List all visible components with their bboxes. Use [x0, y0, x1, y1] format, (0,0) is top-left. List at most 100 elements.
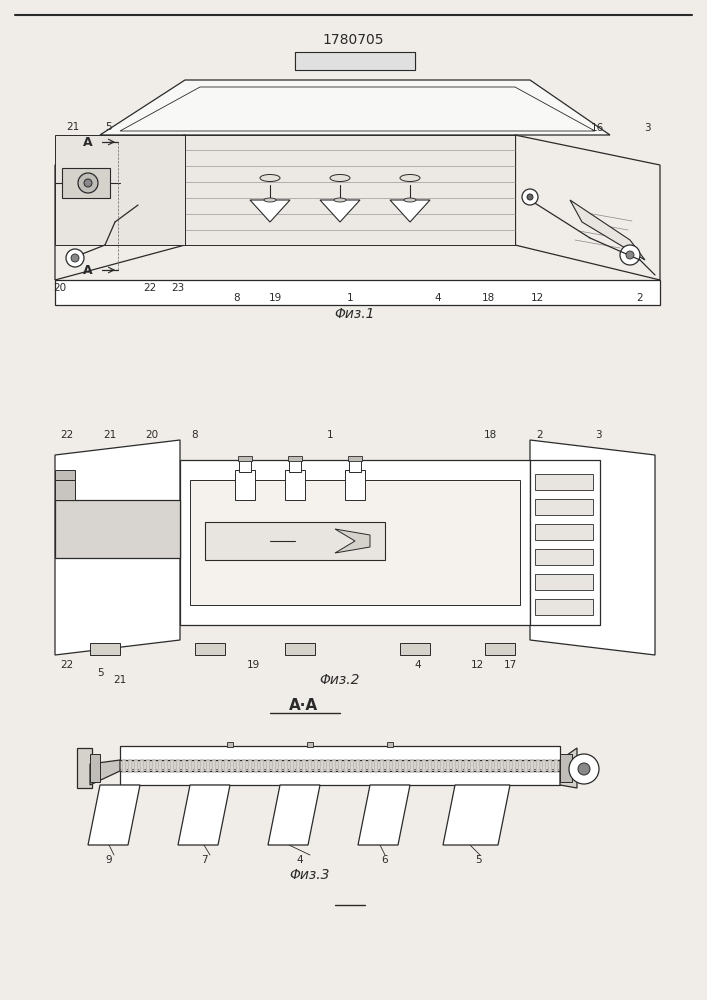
Bar [356, 760, 360, 772]
Text: 1780705: 1780705 [322, 33, 384, 47]
Text: 7: 7 [201, 855, 207, 865]
Bar [242, 760, 246, 772]
Bar [386, 760, 390, 772]
Text: 12: 12 [530, 293, 544, 303]
Text: 18: 18 [481, 293, 495, 303]
Text: 21: 21 [66, 122, 80, 132]
Bar [345, 470, 365, 500]
Bar [410, 760, 414, 772]
Text: 6: 6 [382, 855, 388, 865]
Bar [55, 500, 180, 558]
Text: 2: 2 [537, 430, 543, 440]
Ellipse shape [334, 198, 346, 202]
Bar [188, 760, 192, 772]
Bar [266, 760, 270, 772]
Bar [518, 760, 522, 772]
Bar [289, 460, 301, 472]
Polygon shape [55, 440, 180, 655]
Bar [535, 499, 593, 515]
Bar [218, 760, 222, 772]
Text: 20: 20 [54, 283, 66, 293]
Bar [164, 760, 168, 772]
Bar [122, 760, 126, 772]
Text: 5: 5 [97, 668, 103, 678]
Text: 21: 21 [103, 430, 117, 440]
Polygon shape [55, 280, 660, 305]
Bar [248, 760, 252, 772]
Text: 23: 23 [171, 283, 185, 293]
Bar [535, 574, 593, 590]
Bar [380, 760, 384, 772]
Bar [428, 760, 432, 772]
Bar [362, 760, 366, 772]
Bar [140, 760, 144, 772]
Bar [535, 549, 593, 565]
Text: 18: 18 [484, 430, 496, 440]
Bar [485, 643, 515, 655]
Text: 2: 2 [637, 293, 643, 303]
Bar [470, 760, 474, 772]
Circle shape [626, 251, 634, 259]
Bar [464, 760, 468, 772]
Bar [535, 599, 593, 615]
Bar [488, 760, 492, 772]
Circle shape [66, 249, 84, 267]
Bar [307, 742, 313, 747]
Polygon shape [530, 460, 600, 625]
Text: 5: 5 [474, 855, 481, 865]
Bar [180, 460, 530, 625]
Bar [524, 760, 528, 772]
Circle shape [527, 194, 533, 200]
Bar [434, 760, 438, 772]
Polygon shape [88, 785, 140, 845]
Bar [500, 760, 504, 772]
Text: A·A: A·A [288, 698, 317, 712]
Text: 3: 3 [643, 123, 650, 133]
Bar [272, 760, 276, 772]
Bar [530, 760, 534, 772]
Bar [536, 760, 540, 772]
Bar [404, 760, 408, 772]
Bar [230, 760, 234, 772]
Text: 19: 19 [246, 660, 259, 670]
Text: 4: 4 [435, 293, 441, 303]
Bar [476, 760, 480, 772]
Bar [332, 760, 336, 772]
Polygon shape [100, 80, 610, 135]
Bar [446, 760, 450, 772]
Bar [206, 760, 210, 772]
Text: 4: 4 [415, 660, 421, 670]
Bar [344, 760, 348, 772]
Ellipse shape [404, 198, 416, 202]
Polygon shape [530, 440, 655, 655]
Bar [200, 760, 204, 772]
Text: 3: 3 [595, 430, 602, 440]
Bar [482, 760, 486, 772]
Bar [512, 760, 516, 772]
Bar [260, 760, 264, 772]
Bar [290, 760, 294, 772]
Bar [62, 168, 110, 198]
Bar [90, 754, 100, 782]
Bar [55, 470, 75, 480]
Bar [400, 643, 430, 655]
Bar [190, 480, 520, 605]
Bar [506, 760, 510, 772]
Bar [374, 760, 378, 772]
Polygon shape [250, 200, 290, 222]
Circle shape [78, 173, 98, 193]
Text: 16: 16 [590, 123, 604, 133]
Bar [285, 470, 305, 500]
Bar [548, 760, 552, 772]
Bar [285, 643, 315, 655]
Bar [158, 760, 162, 772]
Bar [387, 742, 393, 747]
Polygon shape [185, 135, 515, 245]
Bar [195, 643, 225, 655]
Bar [338, 760, 342, 772]
Bar [152, 760, 156, 772]
Text: 22: 22 [60, 430, 74, 440]
Bar [314, 760, 318, 772]
Bar [458, 760, 462, 772]
Circle shape [84, 179, 92, 187]
